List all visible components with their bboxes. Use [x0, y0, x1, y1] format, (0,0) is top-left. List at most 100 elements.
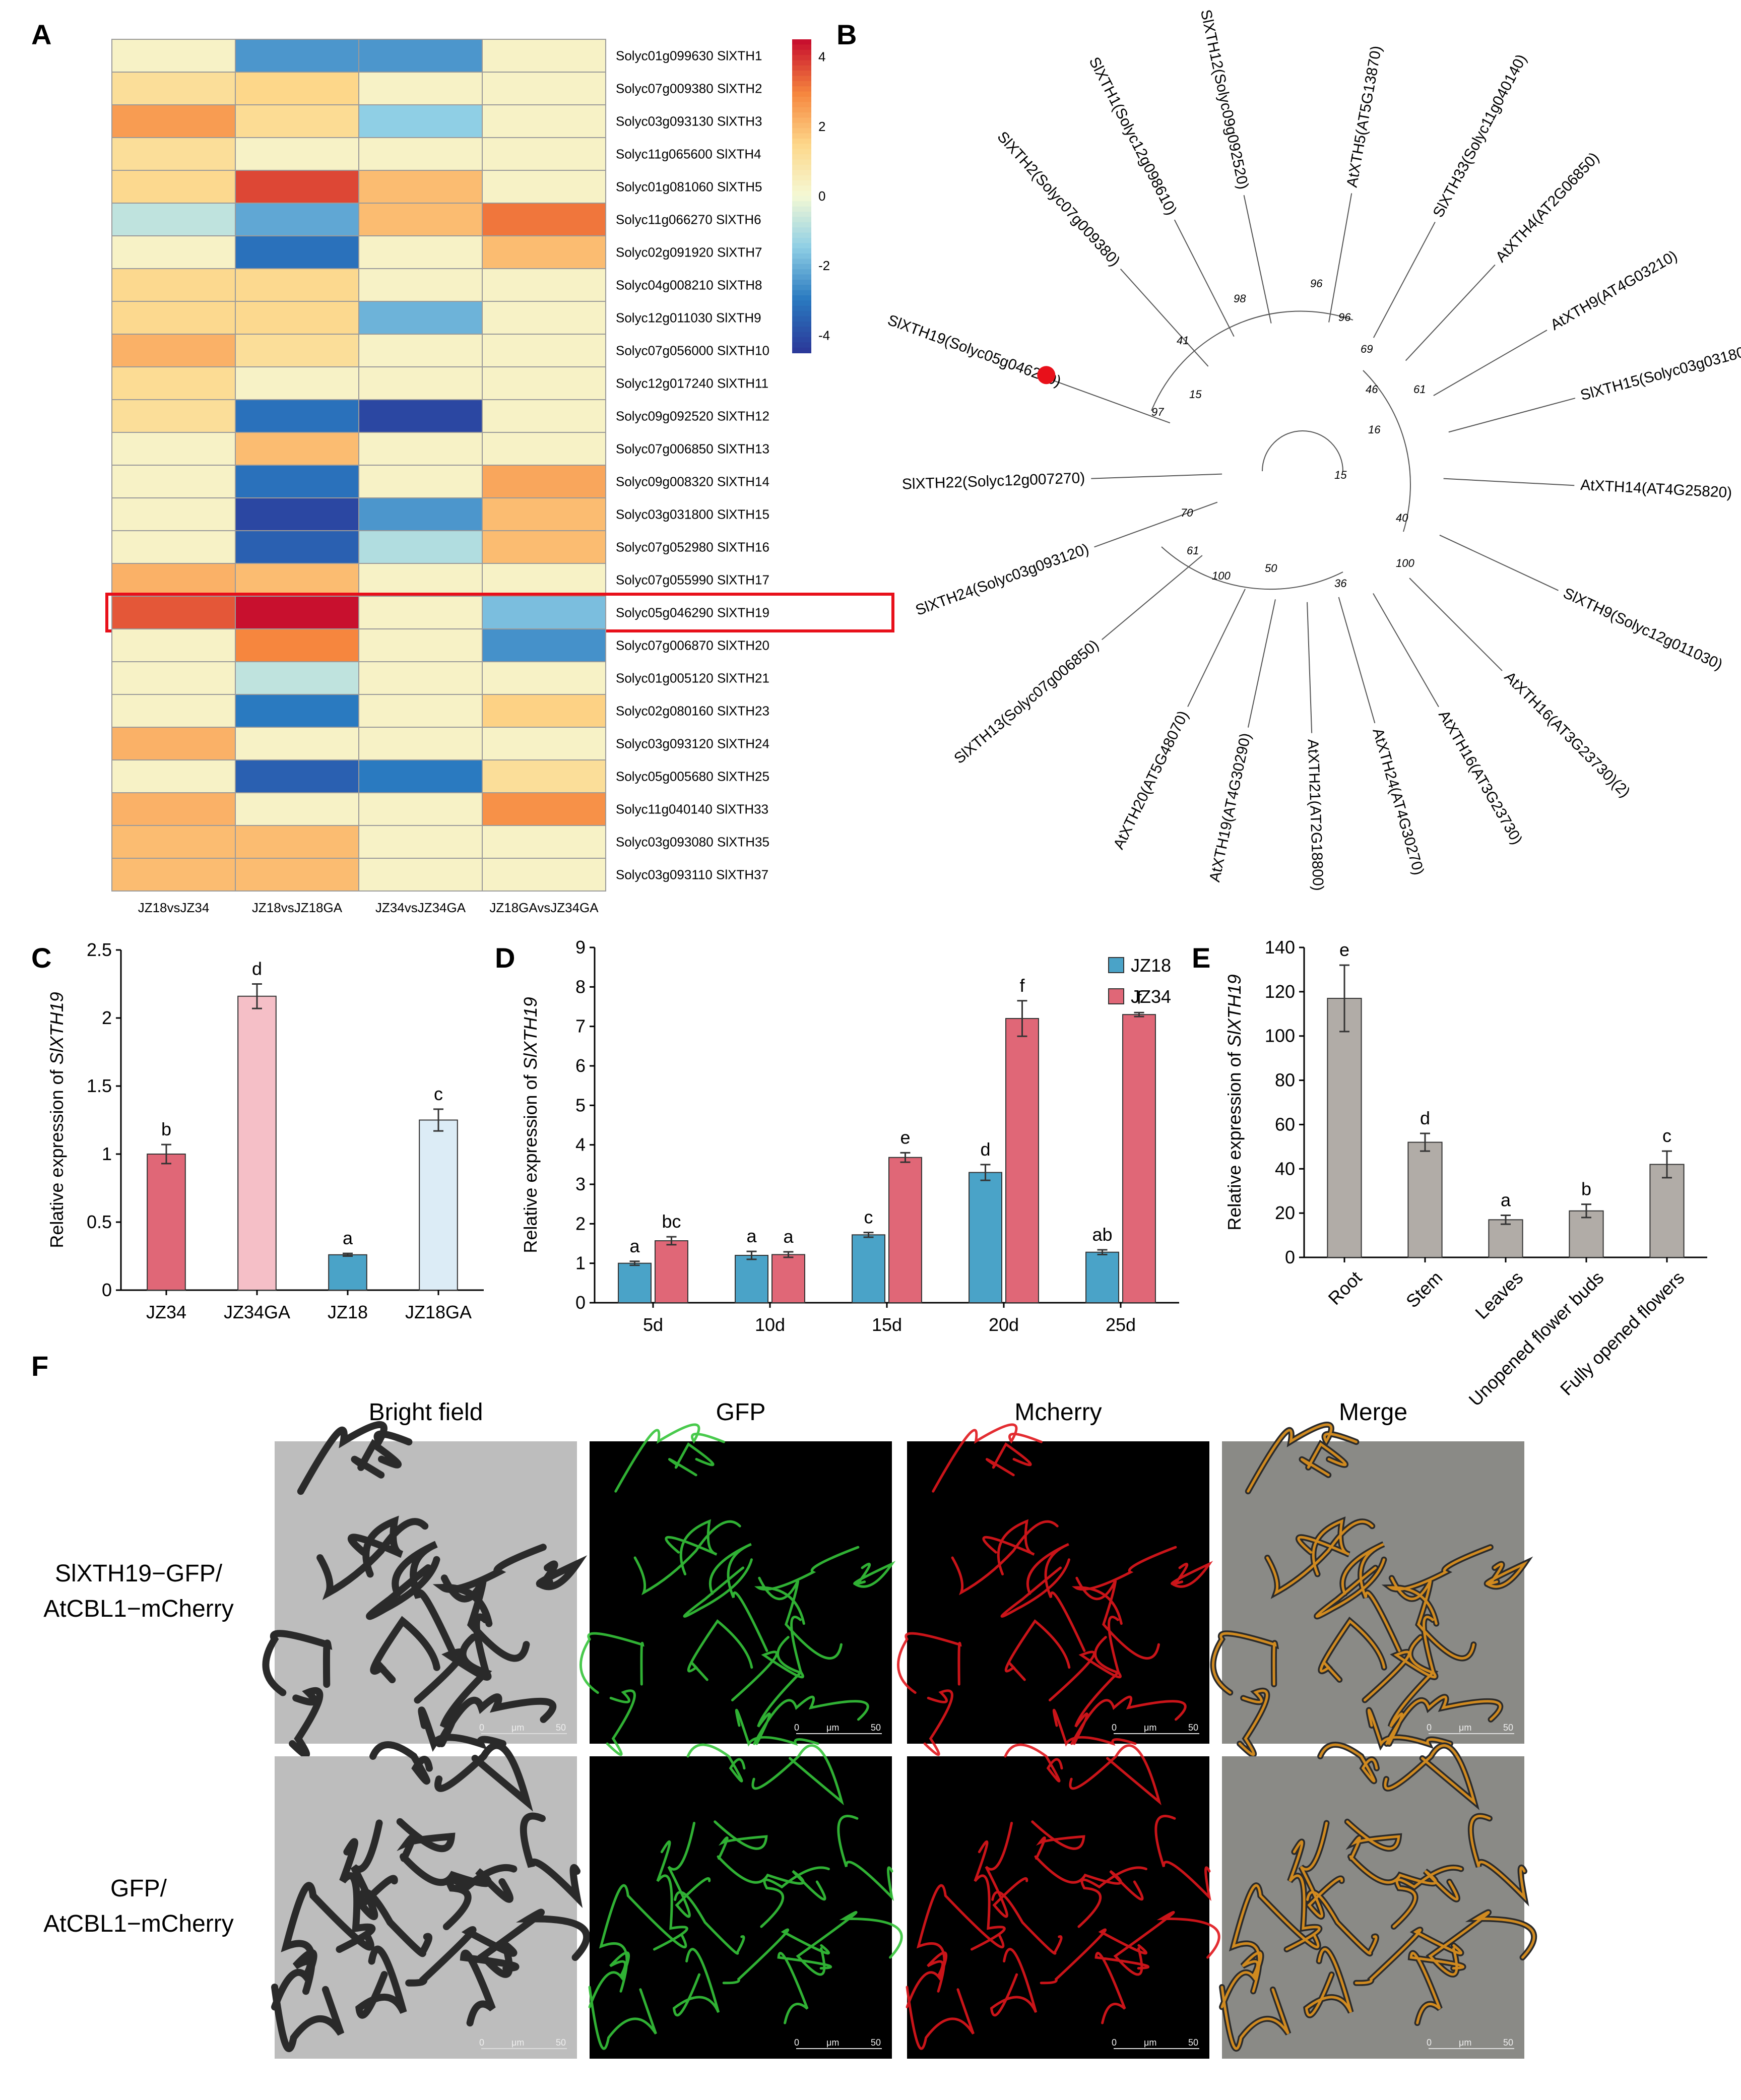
heatmap-cell — [482, 235, 606, 269]
colorbar-segment — [792, 102, 811, 108]
x-tick-label: JZ18 — [328, 1302, 368, 1322]
heatmap-column-label: JZ34vsJZ34GA — [375, 900, 466, 915]
y-tick-label: 40 — [1275, 1158, 1295, 1179]
heatmap-row-label: Solyc07g052980 SlXTH16 — [616, 540, 769, 555]
gfp-image — [590, 1756, 892, 2059]
colorbar-segment — [792, 76, 811, 82]
tree-leaf-label: AtXTH14(AT4G25820) — [1580, 477, 1732, 501]
bootstrap-value: 96 — [1338, 311, 1351, 324]
tree-branch — [1094, 501, 1218, 548]
heatmap-row-label: Solyc07g006850 SlXTH13 — [616, 441, 769, 457]
heatmap-cell — [235, 137, 359, 171]
colorbar-segment — [792, 243, 811, 249]
colorbar-segment — [792, 222, 811, 228]
bootstrap-value: 100 — [1396, 557, 1414, 569]
scale-bar-unit: μm — [1459, 2038, 1471, 2048]
bootstrap-value: 15 — [1189, 388, 1202, 401]
colorbar-segment — [792, 269, 811, 275]
highlight-dot — [1037, 366, 1056, 385]
y-axis-label-gene: SlXTH19 — [46, 992, 67, 1064]
bootstrap-value: 61 — [1187, 544, 1199, 557]
y-tick-label: 4 — [575, 1134, 586, 1155]
heatmap-cell — [358, 530, 483, 564]
y-tick-label: 5 — [575, 1095, 586, 1115]
heatmap-cell — [111, 727, 236, 760]
bootstrap-value: 98 — [1234, 292, 1246, 305]
significance-letter: a — [343, 1228, 353, 1248]
y-axis-label-gene: SlXTH19 — [520, 997, 541, 1069]
heatmap-cell — [482, 858, 606, 892]
heatmap-cell — [482, 170, 606, 204]
heatmap-cell — [358, 301, 483, 335]
bar — [655, 1240, 688, 1303]
tree-branch — [1307, 602, 1313, 733]
colorbar-segment — [792, 159, 811, 165]
heatmap-cell — [235, 104, 359, 138]
colorbar-segment — [792, 112, 811, 118]
bar — [771, 1254, 805, 1304]
tree-branch — [1174, 219, 1235, 337]
heatmap-row-label: Solyc03g093110 SlXTH37 — [616, 867, 768, 882]
tree-leaf-label: AtXTH5(AT5G13870) — [1344, 44, 1385, 188]
heatmap-cell — [235, 530, 359, 564]
colorbar-segment — [792, 44, 811, 50]
colorbar-tick-label: 0 — [818, 188, 825, 204]
bar-chart-tissue-lines: 0 0.5 1 1.5 2 2.5 Relative expression of SlXTH… — [46, 939, 484, 1322]
heatmap-cell — [111, 694, 236, 728]
y-tick-label: 0 — [575, 1292, 586, 1313]
x-tick-label: Root — [1324, 1267, 1366, 1309]
panel-label-c: C — [31, 942, 51, 974]
heatmap-cell — [482, 203, 606, 236]
tree-leaf-label: AtXTH9(AT4G03210) — [1547, 247, 1680, 334]
heatmap-cell — [235, 301, 359, 335]
x-tick-label: Unopened flower buds — [1465, 1267, 1608, 1410]
heatmap-cell — [235, 596, 359, 629]
heatmap-cell — [358, 137, 483, 171]
y-tick-label: 9 — [575, 937, 586, 958]
heatmap-row-label: Solyc12g017240 SlXTH11 — [616, 376, 768, 391]
heatmap-cell — [111, 858, 236, 892]
tree-branch — [1247, 599, 1276, 728]
heatmap-cell — [235, 661, 359, 695]
heatmap-cell — [482, 628, 606, 662]
heatmap-row-label: Solyc07g055990 SlXTH17 — [616, 572, 769, 588]
x-tick-label: JZ34 — [146, 1302, 186, 1322]
heatmap-row-label: Solyc03g093130 SlXTH3 — [616, 114, 762, 129]
heatmap-cell — [111, 628, 236, 662]
heatmap-cell — [111, 334, 236, 367]
colorbar-segment — [792, 347, 811, 353]
y-axis-label-prefix: Relative expression of — [1224, 1047, 1245, 1230]
significance-letter: c — [1662, 1125, 1671, 1146]
significance-letter: a — [783, 1226, 794, 1247]
colorbar-tick-label: -2 — [818, 258, 830, 273]
x-tick-label: 25d — [1106, 1314, 1136, 1335]
colorbar-segment — [792, 144, 811, 150]
heatmap-cell — [235, 825, 359, 859]
bar — [237, 995, 277, 1291]
colorbar-segment — [792, 237, 811, 244]
scale-bar-start: 0 — [1427, 2038, 1432, 2048]
colorbar-segment — [792, 201, 811, 207]
y-axis-label-prefix: Relative expression of — [520, 1069, 541, 1253]
tree-branch — [1102, 555, 1203, 641]
colorbar-segment — [792, 60, 811, 66]
heatmap-cell — [235, 39, 359, 73]
heatmap-cell — [482, 727, 606, 760]
tree-branch — [1187, 589, 1246, 707]
heatmap-cell — [235, 170, 359, 204]
bar — [1122, 1014, 1156, 1303]
bootstrap-value: 40 — [1396, 512, 1408, 524]
scale-bar-unit: μm — [511, 2038, 524, 2048]
heatmap-row-label: Solyc07g009380 SlXTH2 — [616, 81, 762, 96]
tree-leaf-label: SlXTH15(Solyc03g031800) — [1579, 340, 1741, 404]
significance-letter: a — [1501, 1190, 1511, 1211]
colorbar-segment — [792, 49, 811, 56]
bar — [1005, 1018, 1039, 1303]
tree-arc — [1363, 370, 1411, 532]
tree-branch — [1448, 398, 1576, 433]
tree-leaf-label: SlXTH22(Solyc12g007270) — [901, 470, 1085, 493]
y-tick-label: 2 — [575, 1213, 586, 1234]
significance-letter: a — [630, 1236, 640, 1256]
tree-leaf-label: AtXTH4(AT2G06850) — [1493, 149, 1602, 266]
heatmap-cell — [235, 203, 359, 236]
